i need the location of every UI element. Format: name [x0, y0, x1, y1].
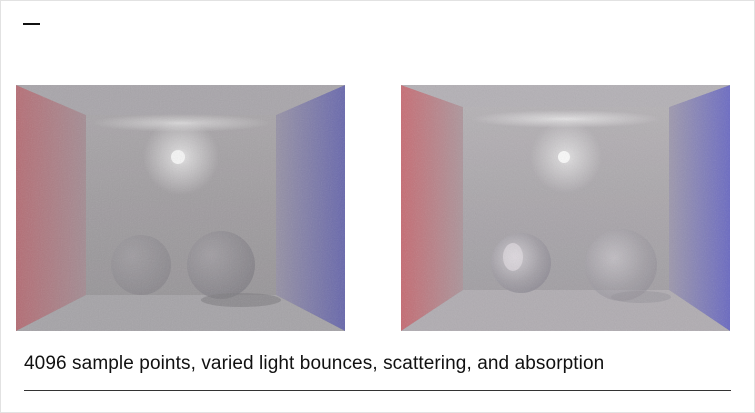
- minus-icon[interactable]: [23, 23, 40, 25]
- render-image-right: [401, 85, 730, 331]
- divider: [24, 390, 731, 391]
- render-image-left: [16, 85, 345, 331]
- image-caption: 4096 sample points, varied light bounces…: [24, 353, 605, 374]
